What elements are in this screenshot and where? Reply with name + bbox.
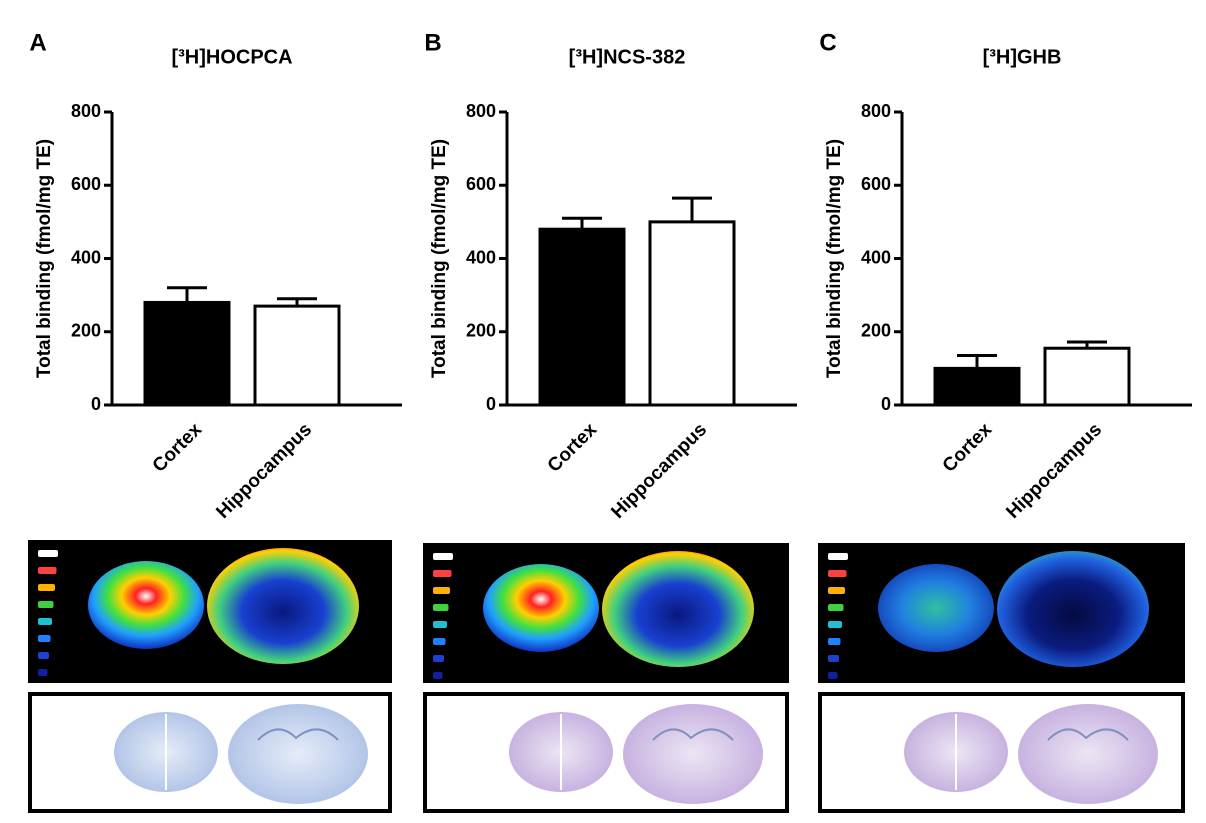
scale-step bbox=[828, 604, 844, 611]
nissl-slice bbox=[228, 704, 368, 804]
bar bbox=[253, 304, 341, 407]
scale-step bbox=[828, 621, 842, 628]
nissl-slice bbox=[623, 704, 763, 804]
y-tick-label: 200 bbox=[861, 321, 891, 341]
bar bbox=[648, 220, 736, 407]
scale-step bbox=[38, 567, 57, 574]
chart-title: [³H]GHB bbox=[983, 46, 1062, 68]
x-tick-label: Hippocampus bbox=[607, 419, 711, 523]
scale-step bbox=[38, 584, 55, 591]
y-tick-label: 600 bbox=[466, 174, 496, 194]
y-tick-label: 600 bbox=[71, 174, 101, 194]
scale-step bbox=[433, 621, 447, 628]
scale-step bbox=[433, 672, 443, 679]
y-tick-label: 400 bbox=[466, 247, 496, 267]
bar bbox=[143, 300, 231, 407]
y-tick-label: 0 bbox=[91, 394, 101, 414]
y-tick-label: 400 bbox=[861, 247, 891, 267]
scale-step bbox=[38, 601, 54, 608]
y-tick-label: 200 bbox=[466, 321, 496, 341]
scale-step bbox=[828, 587, 845, 594]
scale-step bbox=[828, 655, 839, 662]
panel-label: B bbox=[424, 29, 441, 56]
scale-step bbox=[433, 570, 452, 577]
scale-step bbox=[38, 635, 51, 642]
scale-step bbox=[433, 587, 450, 594]
chart-title: [³H]NCS-382 bbox=[569, 46, 686, 68]
hippocampus-outline bbox=[257, 728, 339, 741]
scale-step bbox=[828, 672, 838, 679]
nissl-slice bbox=[1018, 704, 1158, 804]
brain-slice bbox=[878, 564, 994, 652]
y-tick-label: 800 bbox=[861, 101, 891, 121]
brain-images bbox=[28, 540, 1185, 813]
bar bbox=[538, 227, 626, 407]
scale-step bbox=[38, 669, 48, 676]
scale-step bbox=[828, 638, 841, 645]
brain-slice bbox=[602, 551, 754, 667]
x-tick-label: Cortex bbox=[939, 419, 997, 477]
y-axis-label: Total binding (fmol/mg TE) bbox=[34, 139, 55, 378]
hippocampus-outline bbox=[1047, 728, 1129, 741]
chart-title: [³H]HOCPCA bbox=[171, 46, 292, 68]
brain-slice bbox=[88, 561, 204, 649]
scale-step bbox=[38, 550, 58, 557]
brain-slice bbox=[997, 551, 1149, 667]
hippocampus-outline bbox=[652, 728, 734, 741]
bar bbox=[1043, 346, 1131, 407]
scale-step bbox=[38, 618, 52, 625]
scale-step bbox=[433, 638, 446, 645]
scale-step bbox=[828, 570, 847, 577]
y-tick-label: 0 bbox=[486, 394, 496, 414]
scale-step bbox=[433, 655, 444, 662]
panel-label: C bbox=[819, 29, 836, 56]
brain-slice bbox=[207, 548, 359, 664]
y-tick-label: 800 bbox=[466, 101, 496, 121]
y-axis-label: Total binding (fmol/mg TE) bbox=[824, 139, 845, 378]
y-tick-label: 600 bbox=[861, 174, 891, 194]
x-tick-label: Cortex bbox=[149, 419, 207, 477]
y-tick-label: 0 bbox=[881, 394, 891, 414]
bar bbox=[933, 366, 1021, 407]
y-tick-label: 400 bbox=[71, 247, 101, 267]
scale-step bbox=[828, 553, 848, 560]
scale-step bbox=[38, 652, 49, 659]
scale-step bbox=[433, 604, 449, 611]
x-tick-label: Hippocampus bbox=[1002, 419, 1106, 523]
scale-step bbox=[433, 553, 453, 560]
x-tick-label: Cortex bbox=[544, 419, 602, 477]
x-tick-label: Hippocampus bbox=[212, 419, 316, 523]
y-tick-label: 800 bbox=[71, 101, 101, 121]
panel-label: A bbox=[29, 29, 46, 56]
y-axis-label: Total binding (fmol/mg TE) bbox=[429, 139, 450, 378]
brain-slice bbox=[483, 564, 599, 652]
y-tick-label: 200 bbox=[71, 321, 101, 341]
